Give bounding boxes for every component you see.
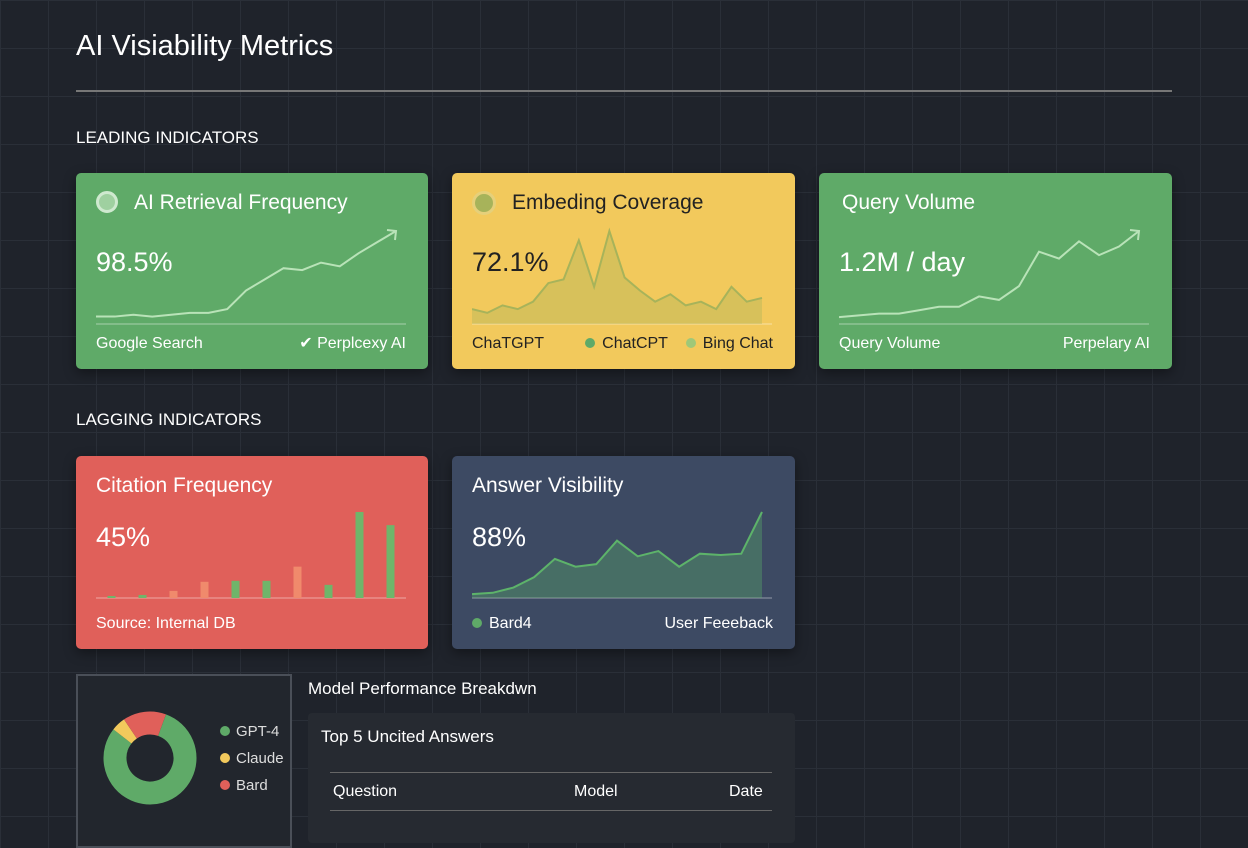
donut-slice — [124, 711, 166, 739]
column-header: Date — [729, 783, 763, 800]
card-value: 45% — [96, 522, 151, 552]
metric-card[interactable]: Citation Frequency 45% Source: Internal … — [76, 456, 428, 649]
card-footer: Query Volume — [839, 335, 941, 352]
legend: Bard4 — [472, 615, 532, 633]
table-title: Top 5 Uncited Answers — [321, 727, 494, 746]
column-header: Question — [333, 783, 398, 800]
icon — [96, 191, 118, 213]
card-title: AI Retrieval Frequency — [134, 191, 348, 214]
legend-dot — [220, 753, 230, 763]
arrow-head — [386, 229, 398, 241]
card-title: Answer Visibility — [472, 474, 624, 497]
line — [839, 230, 1140, 319]
bar — [107, 595, 116, 598]
table-panel: Top 5 Uncited Answers Question Model Dat… — [308, 713, 795, 843]
divider — [76, 90, 1172, 92]
card-footer: Perpelary AI — [1062, 335, 1150, 352]
legend-label: ChatCPT — [602, 335, 668, 352]
footer-label: Perplcexy AI — [317, 335, 406, 352]
card-title: Embeding Coverage — [512, 191, 704, 214]
legend-label: Bing Chat — [702, 335, 773, 352]
legend-label: GPT-4 — [236, 723, 279, 740]
card-title: Query Volume — [842, 191, 976, 214]
donut-chart: GPT-4 Claude Bard — [103, 711, 284, 805]
card-value: 72.1% — [472, 247, 549, 277]
bar — [138, 594, 147, 598]
card-footer: Source: Internal DB — [96, 615, 236, 632]
bar — [324, 584, 333, 598]
donut-slice — [113, 719, 138, 744]
card-value: 88% — [472, 522, 527, 552]
legend-label: Bard4 — [489, 615, 532, 632]
bar — [262, 580, 271, 598]
donut-panel: GPT-4 Claude Bard — [76, 674, 292, 848]
bar-chart — [96, 512, 406, 599]
legend-dot — [220, 726, 230, 736]
area — [472, 512, 762, 598]
legend-label: Bard — [236, 777, 268, 794]
legend: ChatCPT Bing Chat — [585, 335, 773, 353]
column-header: Model — [574, 783, 618, 800]
card-footer: ChaTGPT — [472, 335, 545, 352]
area — [472, 231, 762, 324]
line — [96, 230, 397, 318]
section-title: LAGGING INDICATORS — [76, 410, 262, 429]
card-footer: Google Search — [96, 335, 203, 352]
metric-card[interactable]: AI Retrieval Frequency 98.5% Google Sear… — [76, 173, 428, 369]
bar — [293, 566, 302, 598]
sparkline — [472, 227, 772, 325]
metric-card[interactable]: Embeding Coverage 72.1% ChaTGPT ChatCPT … — [452, 173, 795, 369]
icon — [472, 191, 496, 215]
sparkline — [472, 511, 772, 599]
card-value: 98.5% — [96, 247, 173, 277]
card-value: 1.2M / day — [839, 247, 966, 277]
check-icon: ✔ — [299, 335, 318, 352]
legend-dot — [220, 780, 230, 790]
panel-title: Model Performance Breakdwn — [308, 679, 537, 698]
donut-slice — [103, 714, 197, 805]
bar — [386, 525, 395, 598]
card-title: Citation Frequency — [96, 474, 273, 497]
line — [472, 511, 763, 596]
rule — [330, 772, 772, 773]
page-title: AI Visiability Metrics — [76, 30, 334, 62]
sparkline — [839, 229, 1149, 325]
legend-label: Claude — [236, 750, 284, 767]
card-footer: ✔ Perplcexy AI — [299, 333, 406, 353]
rule — [330, 810, 772, 811]
sparkline — [96, 229, 406, 325]
card-footer: User Feeeback — [664, 615, 774, 632]
metric-card[interactable]: Query Volume 1.2M / day Query Volume Per… — [819, 173, 1172, 369]
section-title: LEADING INDICATORS — [76, 128, 259, 147]
bar — [355, 512, 364, 598]
arrow-head — [1129, 229, 1141, 241]
bar — [231, 580, 240, 598]
line — [472, 227, 763, 314]
metric-card[interactable]: Answer Visibility 88% Bard4 User Feeebac… — [452, 456, 795, 649]
bar — [200, 581, 209, 598]
bar — [169, 590, 178, 598]
